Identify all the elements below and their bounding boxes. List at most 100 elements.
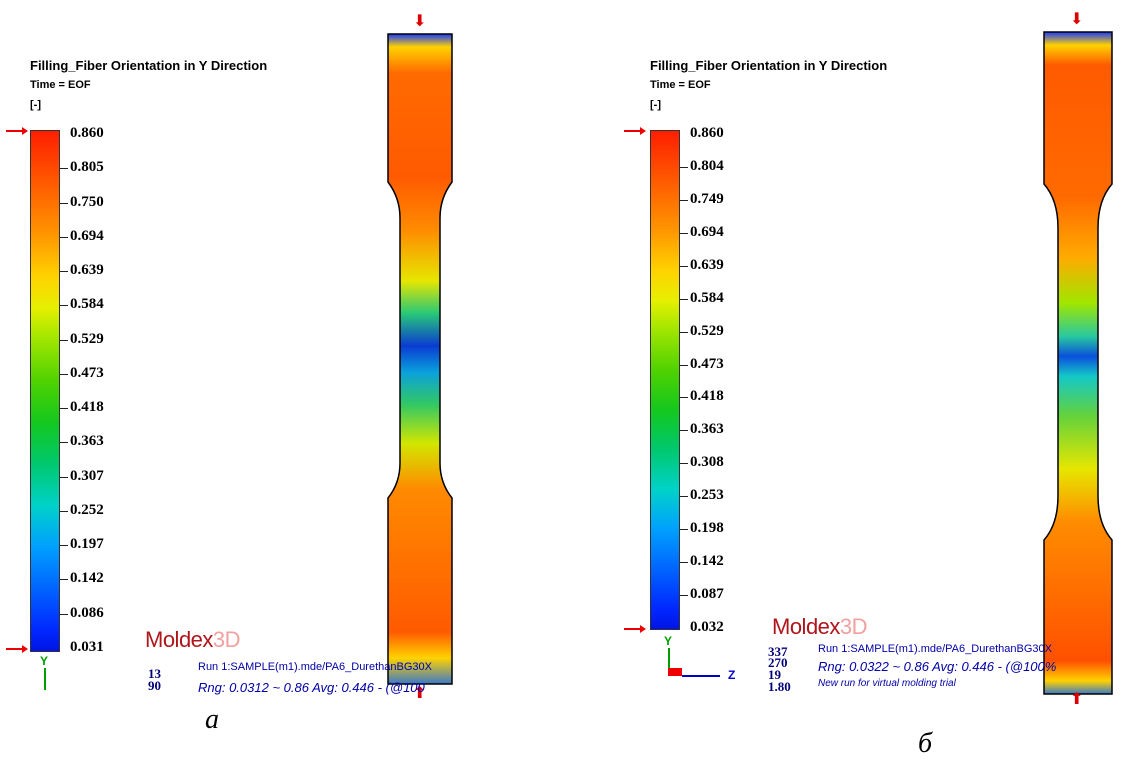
scale-tick-mark — [60, 442, 68, 443]
scale-tick-label: 0.363 — [70, 433, 104, 449]
legend-title: Filling_Fiber Orientation in Y Direction — [650, 58, 888, 73]
scale-tick-mark — [60, 305, 68, 306]
moldex3d-logo: Moldex3D — [145, 627, 241, 652]
legend-title: Filling_Fiber Orientation in Y Direction — [30, 58, 268, 73]
axis-y-line — [668, 648, 670, 676]
scale-tick-mark — [680, 496, 688, 497]
scale-tick-label: 0.750 — [70, 194, 104, 210]
scale-tick-mark — [60, 340, 68, 341]
panel-a: Filling_Fiber Orientation in Y Direction… — [0, 0, 560, 764]
scale-tick-mark — [680, 430, 688, 431]
axis-z-label: Z — [728, 668, 736, 682]
scale-tick-label: 0.473 — [70, 365, 104, 381]
axis-y-line — [44, 668, 46, 690]
legend-time: Time = EOF — [650, 79, 711, 91]
info-number-2: 90 — [148, 678, 161, 693]
outlet-marker-icon: ⬆ — [1070, 691, 1084, 708]
scale-tick-mark — [680, 397, 688, 398]
axis-z-line — [682, 675, 720, 677]
range-info: Rng: 0.0312 ~ 0.86 Avg: 0.446 - (@100 — [198, 680, 425, 695]
range-info: Rng: 0.0322 ~ 0.86 Avg: 0.446 - (@100% — [818, 659, 1057, 674]
info-number-1: 13 — [148, 666, 161, 681]
scale-tick-mark — [680, 233, 688, 234]
legend-unit: [-] — [30, 99, 41, 111]
scale-tick-label: 0.749 — [690, 191, 724, 207]
scale-tick-mark — [680, 562, 688, 563]
axis-origin-box — [668, 668, 682, 676]
scale-tick-mark — [680, 299, 688, 300]
figure-caption-a: a — [205, 704, 219, 735]
scale-tick-label: 0.363 — [690, 421, 724, 437]
scale-tick-label: 0.529 — [70, 331, 104, 347]
scale-tick-label: 0.639 — [70, 262, 104, 278]
scale-tick-mark — [680, 463, 688, 464]
scale-tick-mark — [60, 203, 68, 204]
scale-tick-label: 0.087 — [690, 586, 724, 602]
scale-tick-label: 0.253 — [690, 487, 724, 503]
inlet-marker-icon: ⬇ — [1070, 11, 1084, 28]
scale-tick-label: 0.639 — [690, 257, 724, 273]
scale-tick-label: 0.032 — [690, 619, 724, 635]
dogbone-specimen — [1043, 31, 1113, 695]
scale-tick-mark — [680, 529, 688, 530]
scale-tick-label: 0.197 — [70, 536, 104, 552]
outlet-marker-icon: ⬆ — [413, 685, 427, 702]
scale-tick-mark — [680, 595, 688, 596]
info-number-4: 1.80 — [768, 679, 791, 694]
scale-tick-label: 0.031 — [70, 639, 104, 655]
scale-tick-label: 0.805 — [70, 159, 104, 175]
scale-tick-label: 0.584 — [70, 296, 104, 312]
scale-tick-mark — [680, 332, 688, 333]
scale-tick-label: 0.804 — [690, 158, 724, 174]
scale-tick-label: 0.473 — [690, 356, 724, 372]
scale-tick-label: 0.308 — [690, 454, 724, 470]
scale-tick-mark — [60, 168, 68, 169]
moldex3d-logo: Moldex3D — [772, 614, 868, 639]
color-scale-bar — [30, 130, 60, 652]
scale-tick-mark — [60, 614, 68, 615]
legend-time: Time = EOF — [30, 79, 91, 91]
scale-tick-label: 0.694 — [70, 228, 104, 244]
scale-tick-mark — [60, 511, 68, 512]
inlet-marker-icon: ⬇ — [413, 13, 427, 30]
axis-y-label: Y — [40, 654, 49, 668]
max-marker-arrow — [6, 127, 28, 135]
scale-tick-mark — [680, 167, 688, 168]
scale-tick-label: 0.584 — [690, 290, 724, 306]
run-info: Run 1:SAMPLE(m1).mde/PA6_DurethanBG30X — [198, 661, 432, 673]
info-number-1: 337 — [768, 644, 788, 659]
scale-tick-mark — [60, 271, 68, 272]
dogbone-specimen — [387, 33, 453, 685]
scale-tick-mark — [60, 237, 68, 238]
panel-b: Filling_Fiber Orientation in Y Direction… — [600, 0, 1148, 764]
scale-tick-mark — [60, 579, 68, 580]
figure-caption-b: б — [918, 728, 933, 759]
scale-tick-label: 0.307 — [70, 468, 104, 484]
scale-tick-mark — [60, 545, 68, 546]
legend-unit: [-] — [650, 99, 661, 111]
info-number-3: 19 — [768, 667, 781, 682]
scale-tick-mark — [680, 365, 688, 366]
info-number-2: 270 — [768, 655, 788, 670]
scale-tick-label: 0.086 — [70, 605, 104, 621]
new-run-note: New run for virtual molding trial — [818, 678, 956, 689]
scale-tick-label: 0.694 — [690, 224, 724, 240]
scale-tick-label: 0.198 — [690, 520, 724, 536]
min-marker-arrow — [624, 625, 646, 633]
scale-tick-mark — [680, 200, 688, 201]
scale-tick-label: 0.860 — [70, 125, 104, 141]
scale-tick-mark — [60, 408, 68, 409]
min-marker-arrow — [6, 645, 28, 653]
scale-tick-mark — [60, 477, 68, 478]
scale-tick-label: 0.418 — [70, 399, 104, 415]
scale-tick-mark — [680, 266, 688, 267]
scale-tick-label: 0.142 — [690, 553, 724, 569]
max-marker-arrow — [624, 127, 646, 135]
run-info: Run 1:SAMPLE(m1).mde/PA6_DurethanBG30X — [818, 643, 1052, 655]
axis-y-label: Y — [664, 634, 673, 648]
scale-tick-label: 0.252 — [70, 502, 104, 518]
scale-tick-mark — [60, 374, 68, 375]
color-scale-bar — [650, 130, 680, 630]
scale-tick-label: 0.860 — [690, 125, 724, 141]
scale-tick-label: 0.142 — [70, 570, 104, 586]
